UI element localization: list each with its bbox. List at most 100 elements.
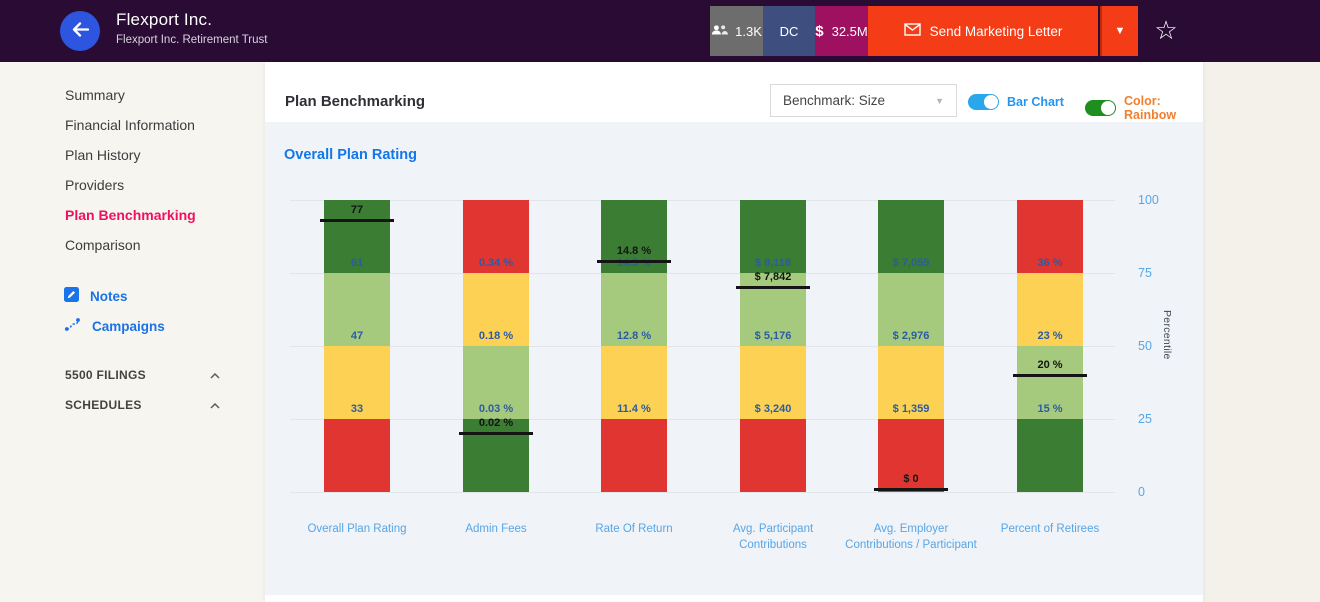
gridline xyxy=(290,345,1115,347)
plan-marker-line xyxy=(1013,373,1087,377)
sidebar-link-notes[interactable]: Notes xyxy=(0,281,265,311)
bar-column-5: $ 7,055 $ 2,976 $ 1,359 $ 0 xyxy=(874,200,948,492)
bar-column-3: 14.5 % 12.8 % 11.4 % 14.8 % xyxy=(597,200,671,492)
bar-value-label: 0.18 % xyxy=(478,330,514,342)
sidebar-link-label: Notes xyxy=(90,288,128,304)
plan-marker-label: 77 xyxy=(350,203,364,216)
chart-panel: Overall Plan Rating Percentile 100 75 50 25… xyxy=(265,122,1203,595)
section-5500-filings[interactable]: 5500 FILINGS xyxy=(0,360,265,390)
arrow-left-icon xyxy=(71,22,90,40)
bar-segment-yellow xyxy=(1017,273,1083,346)
color-rainbow-toggle[interactable]: Color: Rainbow xyxy=(1085,94,1203,122)
sidebar-link-label: Campaigns xyxy=(92,318,165,334)
y-tick: 100 xyxy=(1138,193,1159,207)
plan-marker-line xyxy=(736,286,810,290)
plan-marker-line xyxy=(874,487,948,491)
bar-segment-red xyxy=(740,419,806,492)
bar-chart-toggle[interactable]: Bar Chart xyxy=(968,94,1064,110)
bar-value-label: $ 2,976 xyxy=(892,330,930,342)
bar-value-label: 47 xyxy=(350,330,364,342)
bar-column-1: 61 47 33 77 xyxy=(320,200,394,492)
y-tick: 50 xyxy=(1138,339,1152,353)
sidebar-nav: Summary Financial Information Plan Histo… xyxy=(0,62,265,260)
sidebar-item-providers[interactable]: Providers xyxy=(65,177,125,193)
bar-value-label: 0.34 % xyxy=(478,257,514,269)
sidebar-links: Notes Campaigns xyxy=(0,281,265,341)
people-icon xyxy=(711,24,729,39)
y-tick: 0 xyxy=(1138,485,1145,499)
sidebar-item-financial-information[interactable]: Financial Information xyxy=(65,117,195,133)
bar-value-label: 12.8 % xyxy=(616,330,652,342)
bar-value-label: 11.4 % xyxy=(617,403,651,415)
color-rainbow-toggle-label: Color: Rainbow xyxy=(1124,94,1177,122)
bar-value-label: $ 7,055 xyxy=(892,257,930,269)
route-icon xyxy=(64,317,81,335)
back-button[interactable] xyxy=(60,11,100,51)
bar-segment-lightgreen xyxy=(1017,346,1083,419)
bar-segment-lightgreen xyxy=(878,273,944,346)
plan-marker-line xyxy=(320,218,394,222)
chevron-up-icon xyxy=(210,368,220,382)
bar-value-label: $ 5,176 xyxy=(754,330,792,342)
x-category-label: Overall Plan Rating xyxy=(307,523,407,535)
bar-value-label: $ 8,118 xyxy=(754,257,792,269)
bar-segment-red xyxy=(463,200,529,273)
bar-segment-lightgreen xyxy=(324,273,390,346)
bar-value-label: $ 1,359 xyxy=(892,403,930,415)
sidebar-item-summary[interactable]: Summary xyxy=(65,87,125,103)
star-icon: ☆ xyxy=(1154,15,1178,45)
send-button-label: Send Marketing Letter xyxy=(929,23,1063,39)
bar-segment-darkgreen xyxy=(463,419,529,492)
benchmark-select-value: Benchmark: Size xyxy=(783,93,886,108)
page-title: Plan Benchmarking xyxy=(285,93,426,110)
company-title: Flexport Inc. xyxy=(116,10,213,29)
bar-column-4: $ 8,118 $ 5,176 $ 3,240 $ 7,842 xyxy=(736,200,810,492)
x-category-label: Avg. Employer Contributions / Participan… xyxy=(845,523,977,551)
company-subtitle: Flexport Inc. Retirement Trust xyxy=(116,34,268,46)
bar-value-label: 33 xyxy=(350,403,364,415)
benchmark-select[interactable]: Benchmark: Size ▼ xyxy=(770,84,957,117)
sidebar: Summary Financial Information Plan Histo… xyxy=(0,62,265,602)
participants-badge: 1.3K xyxy=(710,6,763,56)
plan-marker-label: 14.8 % xyxy=(616,244,652,257)
bar-column-6: 36 % 23 % 15 % 20 % xyxy=(1013,200,1087,492)
assets-amount: 32.5M xyxy=(831,23,868,39)
bar-segment-lightgreen xyxy=(740,273,806,346)
bar-segment-yellow xyxy=(463,273,529,346)
bar-segment-red xyxy=(878,419,944,492)
favorite-star-button[interactable]: ☆ xyxy=(1148,12,1184,48)
assets-currency: $ xyxy=(815,22,824,40)
sidebar-item-plan-benchmarking[interactable]: Plan Benchmarking xyxy=(65,207,196,223)
plan-marker-label: 0.02 % xyxy=(478,417,514,430)
section-schedules[interactable]: SCHEDULES xyxy=(0,390,265,420)
plan-marker-line xyxy=(459,432,533,436)
x-category-label: Avg. Participant Contributions xyxy=(732,523,814,551)
sidebar-link-campaigns[interactable]: Campaigns xyxy=(0,311,265,341)
toggle-knob xyxy=(1101,101,1115,115)
send-dropdown-button[interactable]: ▼ xyxy=(1100,6,1138,56)
gridline xyxy=(290,272,1115,274)
bar-segment-yellow xyxy=(601,346,667,419)
gridline xyxy=(290,418,1115,420)
bar-segment-darkgreen xyxy=(1017,419,1083,492)
assets-badge: $32.5M xyxy=(815,6,868,56)
chevron-up-icon xyxy=(210,398,220,412)
sidebar-item-comparison[interactable]: Comparison xyxy=(65,237,141,253)
plan-marker-label: $ 0 xyxy=(903,472,919,485)
bar-value-label: 0.03 % xyxy=(478,403,514,415)
bar-segment-red xyxy=(1017,200,1083,273)
caret-down-icon: ▼ xyxy=(1114,25,1126,37)
bar-segment-darkgreen xyxy=(878,200,944,273)
bar-segment-lightgreen xyxy=(601,273,667,346)
bar-segment-yellow xyxy=(324,346,390,419)
toggle-switch xyxy=(1085,100,1116,116)
sidebar-item-plan-history[interactable]: Plan History xyxy=(65,147,141,163)
company-titles: Flexport Inc. Flexport Inc. Retirement T… xyxy=(116,10,267,46)
gridline xyxy=(290,491,1115,493)
y-tick: 25 xyxy=(1138,412,1152,426)
bar-chart-toggle-label: Bar Chart xyxy=(1007,95,1064,109)
sidebar-sections: 5500 FILINGS SCHEDULES xyxy=(0,360,265,420)
bar-segment-red xyxy=(324,419,390,492)
send-marketing-letter-button[interactable]: Send Marketing Letter xyxy=(868,6,1098,56)
bar-value-label: $ 3,240 xyxy=(754,403,792,415)
